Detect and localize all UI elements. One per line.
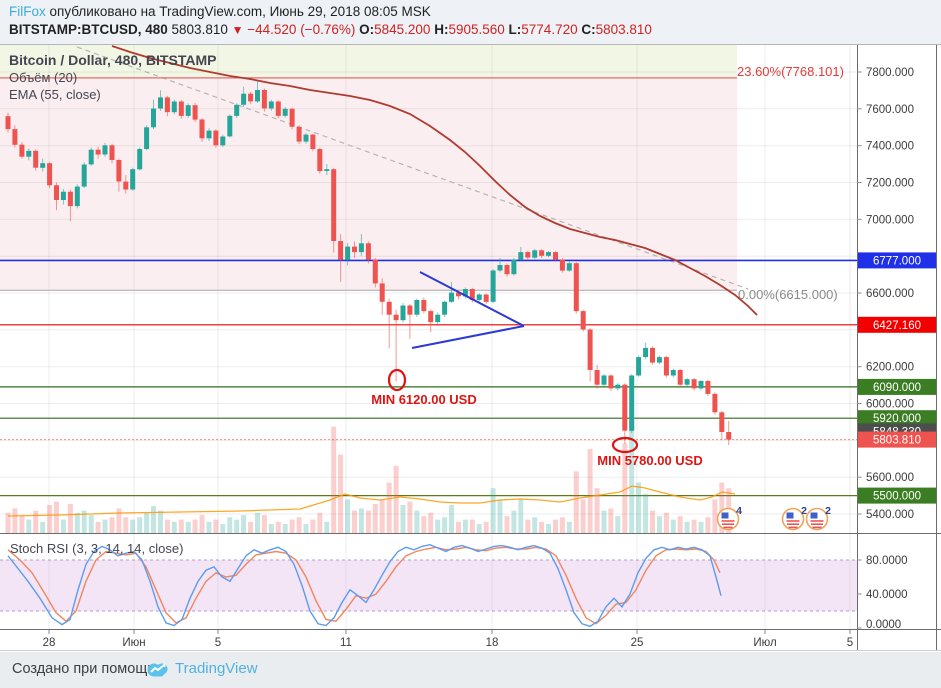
svg-text:28: 28 (43, 637, 56, 649)
svg-text:0.0000: 0.0000 (866, 619, 901, 631)
svg-text:7800.000: 7800.000 (866, 67, 914, 79)
svg-text:4: 4 (736, 505, 742, 517)
svg-text:5920.000: 5920.000 (873, 413, 921, 425)
svg-text:2: 2 (801, 505, 807, 517)
svg-text:6000.000: 6000.000 (866, 399, 914, 411)
close-value: 5803.810 (595, 22, 652, 37)
dashed-trendline (76, 46, 749, 290)
open-label: O: (359, 22, 375, 37)
created-with-text: Создано при помощи (12, 661, 156, 677)
svg-text:5400.000: 5400.000 (866, 509, 914, 521)
high-value: 5905.560 (448, 22, 505, 37)
low-label: L: (508, 22, 522, 37)
svg-text:6777.000: 6777.000 (873, 255, 921, 267)
byline: FilFox опубликовано на TradingView.com, … (9, 4, 431, 19)
tradingview-link[interactable]: TradingView (175, 660, 258, 677)
background-bands (0, 45, 941, 650)
footer: Создано при помощи TradingView (0, 652, 941, 688)
candles-layer (5, 81, 732, 445)
price-badge: 6427.160 (858, 316, 936, 333)
svg-text:Июн: Июн (122, 637, 145, 649)
low-value: 5774.720 (521, 22, 578, 37)
svg-text:Июл: Июл (753, 637, 776, 649)
symbol-name[interactable]: BITSTAMP:BTCUSD, 480 (9, 22, 168, 37)
close-label: C: (581, 22, 596, 37)
time-axis[interactable]: 28 Июн 5 11 18 25 Июл 5 (43, 630, 854, 649)
svg-text:7400.000: 7400.000 (866, 141, 914, 153)
volume-bars (5, 421, 732, 533)
svg-text:5: 5 (215, 637, 221, 649)
annotation-circles (387, 368, 639, 454)
open-value: 5845.200 (374, 22, 431, 37)
tradingview-logo-icon[interactable] (146, 660, 171, 683)
price-badge: 6090.000 (858, 378, 936, 395)
byline-text: опубликовано на TradingView.com, Июнь 29… (45, 4, 431, 19)
stoch-d-line (7, 546, 721, 625)
price-badge: 6777.000 (858, 252, 936, 269)
svg-text:5803.810: 5803.810 (873, 435, 921, 447)
svg-text:7600.000: 7600.000 (866, 104, 914, 116)
svg-text:7200.000: 7200.000 (866, 178, 914, 190)
svg-text:11: 11 (340, 637, 352, 649)
usa-flag-icon: 2 (805, 505, 831, 531)
svg-text:6090.000: 6090.000 (873, 382, 921, 394)
svg-text:5500.000: 5500.000 (873, 491, 921, 503)
usa-flag-icon: 4 (716, 505, 742, 531)
idea-flags[interactable]: 4 2 2 (716, 505, 832, 531)
svg-text:40.0000: 40.0000 (866, 589, 908, 601)
price-badge: 5803.810 (858, 431, 936, 448)
usa-flag-icon: 2 (781, 505, 807, 531)
grid (0, 45, 857, 629)
author-link[interactable]: FilFox (9, 4, 46, 19)
svg-text:6600.000: 6600.000 (866, 288, 914, 300)
header: FilFox опубликовано на TradingView.com, … (0, 0, 941, 44)
high-label: H: (434, 22, 449, 37)
price-chart-canvas[interactable]: 4 2 2 7800.000 7600.000 7400.000 7200.000 7000.… (0, 44, 941, 652)
svg-text:80.0000: 80.0000 (866, 555, 908, 567)
svg-text:7000.000: 7000.000 (866, 214, 914, 226)
last-price: 5803.810 (171, 22, 228, 37)
symbol-info-row: BITSTAMP:BTCUSD, 480 5803.810 ▼ −44.520 … (9, 22, 652, 37)
svg-text:6427.160: 6427.160 (873, 320, 921, 332)
volume-ma-line (7, 485, 736, 517)
price-badge: 5920.000 (858, 410, 936, 427)
price-axis[interactable]: 7800.000 7600.000 7400.000 7200.000 7000.000… (857, 67, 936, 631)
svg-text:25: 25 (631, 637, 644, 649)
stoch-rsi-pane[interactable] (0, 543, 857, 628)
svg-text:6200.000: 6200.000 (866, 362, 914, 374)
svg-text:2: 2 (825, 505, 831, 517)
triangle-drawing[interactable] (411, 271, 525, 349)
stoch-k-line (7, 543, 722, 628)
price-change: −44.520 (−0.76%) (247, 22, 356, 37)
price-badge: 5500.000 (858, 487, 936, 504)
svg-text:5600.000: 5600.000 (866, 472, 914, 484)
ema-line (111, 45, 758, 316)
down-arrow-icon: ▼ (231, 23, 244, 37)
svg-text:18: 18 (486, 637, 499, 649)
svg-text:5: 5 (847, 637, 853, 649)
